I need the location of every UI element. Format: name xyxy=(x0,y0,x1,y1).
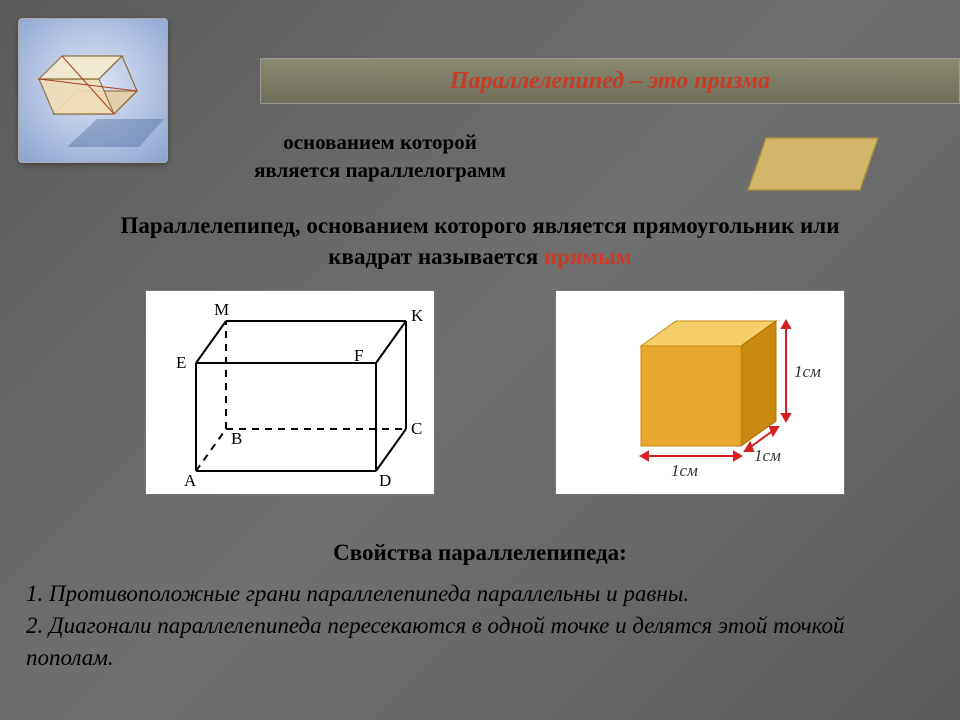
properties-heading: Свойства параллелепипеда: xyxy=(0,540,960,566)
subtitle-text: основанием которой является параллелогра… xyxy=(200,128,560,185)
vertex-label-C: C xyxy=(411,419,422,438)
property-2: 2. Диагонали параллелепипеда пересекаютс… xyxy=(26,610,936,674)
property-1: 1. Противоположные грани параллелепипеда… xyxy=(26,578,936,610)
vertex-label-A: A xyxy=(184,471,197,490)
figure-labeled-box: A D C B E M K F xyxy=(145,290,435,495)
definition-rectangular: Параллелепипед, основанием которого явля… xyxy=(100,210,860,272)
dim-label-height: 1см xyxy=(794,362,821,381)
dim-label-depth: 1см xyxy=(754,446,781,465)
parallelogram-icon xyxy=(720,128,880,203)
vertex-label-E: E xyxy=(176,353,186,372)
thumbnail-oblique-prism xyxy=(18,18,168,163)
slide-title: Параллелепипед – это призма xyxy=(450,68,770,95)
vertex-label-M: M xyxy=(214,300,229,319)
dim-label-width: 1см xyxy=(671,461,698,480)
figure-unit-cube: 1см 1см 1см xyxy=(555,290,845,495)
vertex-label-B: B xyxy=(231,429,242,448)
slide-title-bar: Параллелепипед – это призма xyxy=(260,58,960,104)
vertex-label-D: D xyxy=(379,471,391,490)
vertex-label-F: F xyxy=(354,346,363,365)
properties-list: 1. Противоположные грани параллелепипеда… xyxy=(26,578,936,675)
vertex-label-K: K xyxy=(411,306,424,325)
